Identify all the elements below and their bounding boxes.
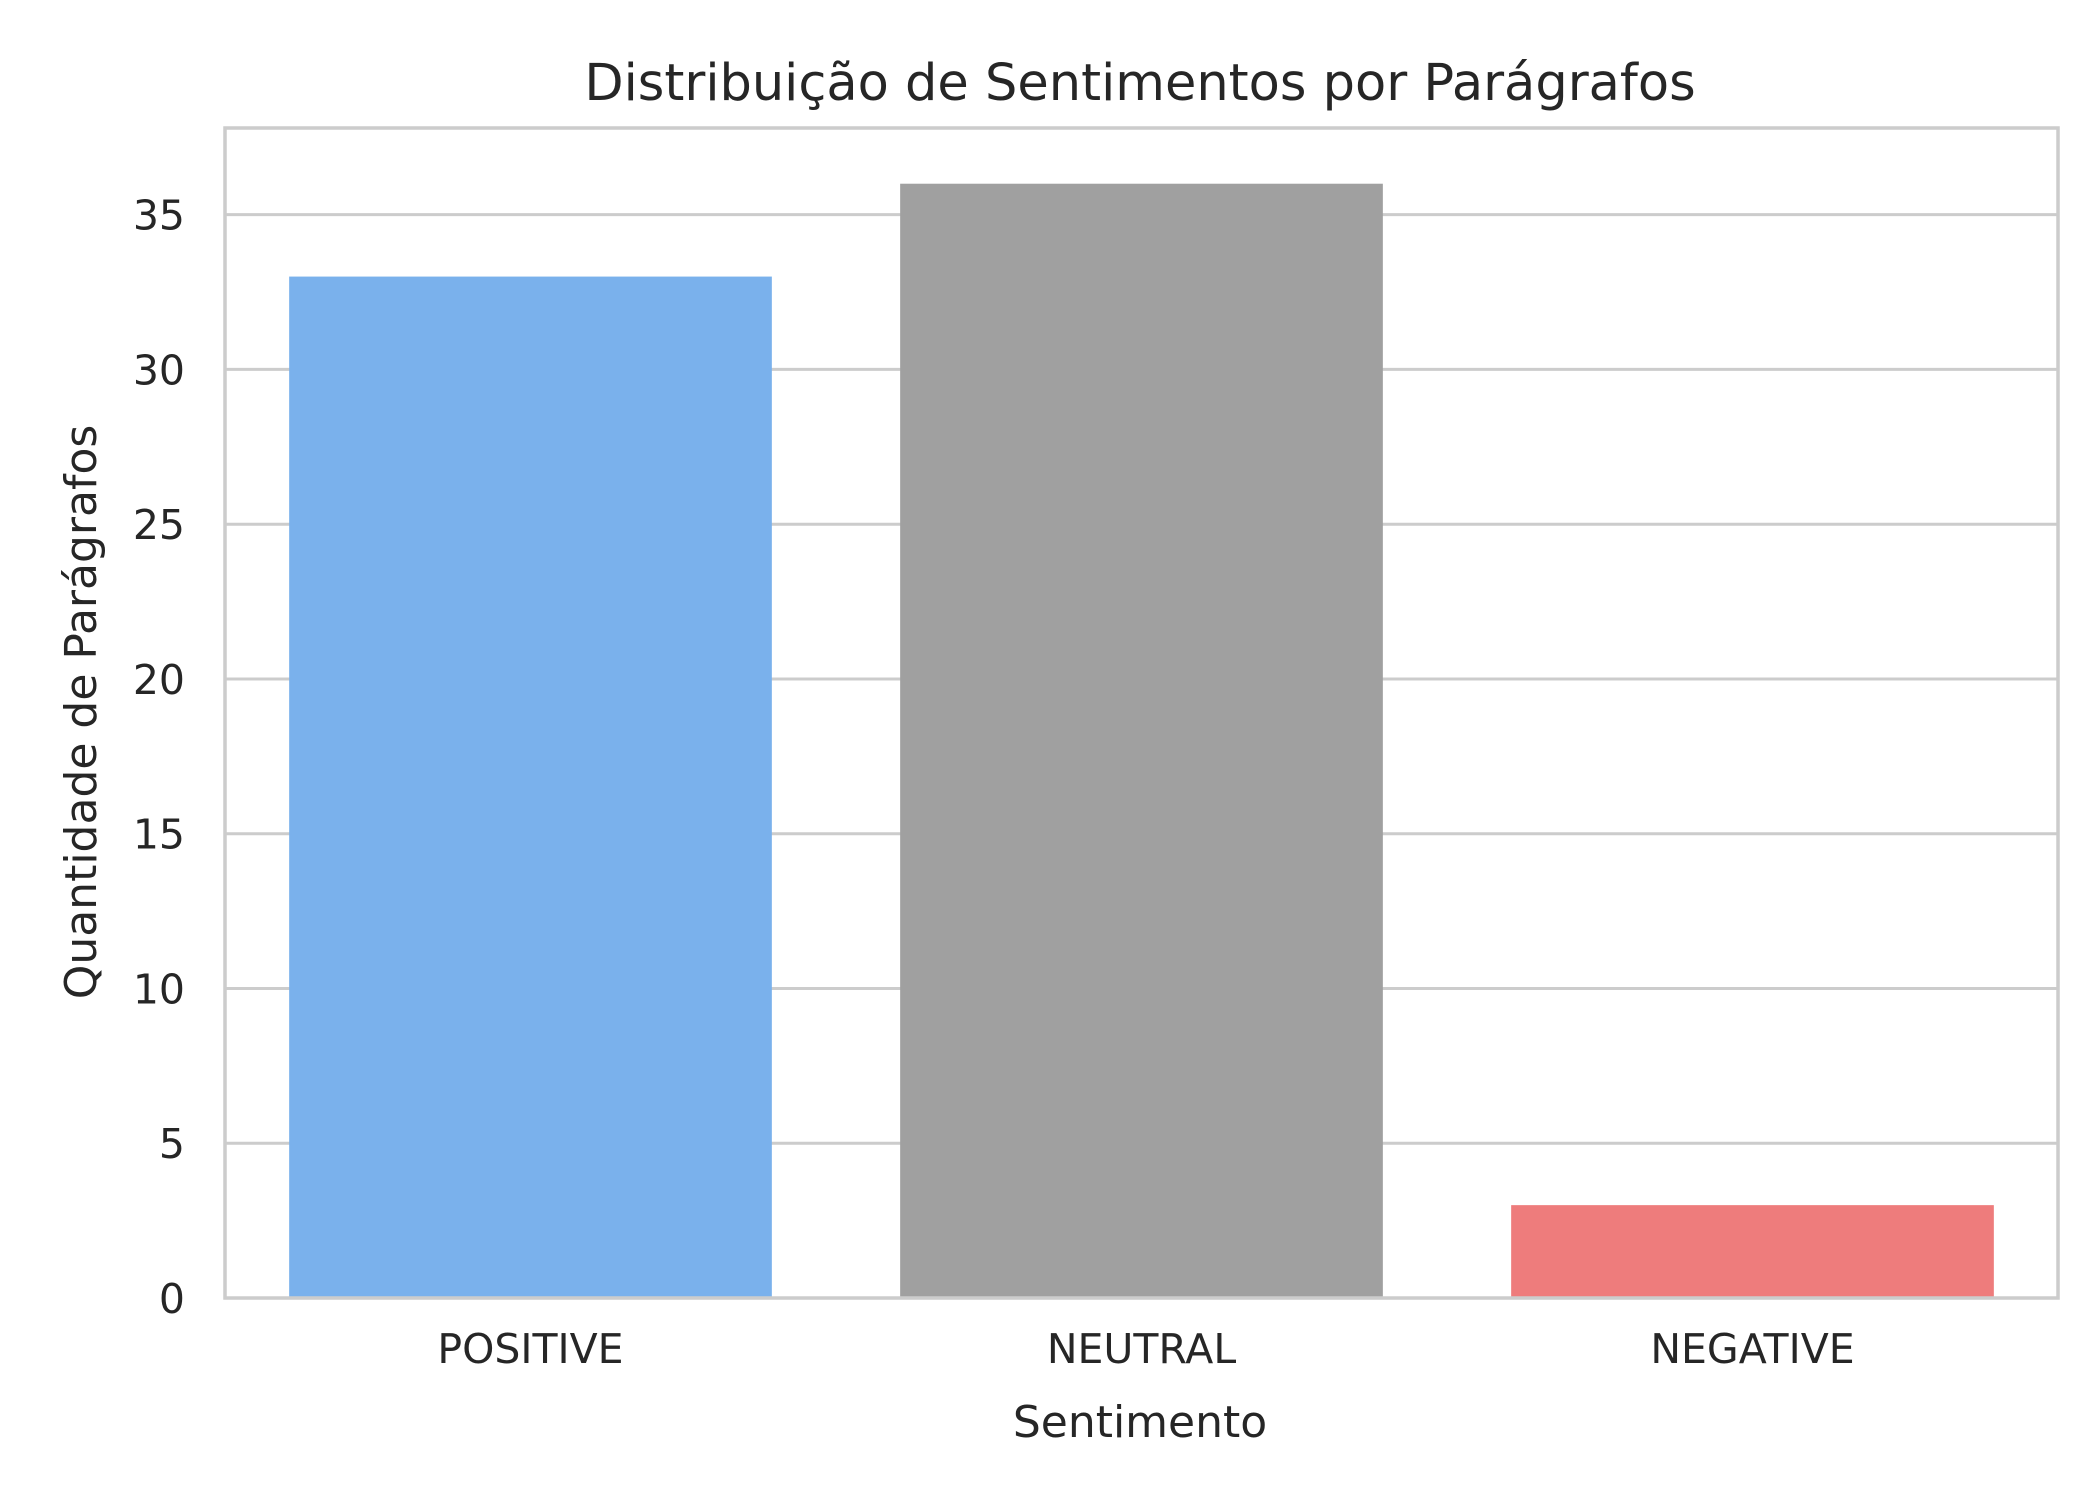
y-axis-ticks: 0 5 10 15 20 25 30 35 [133, 192, 185, 1323]
y-tick-label: 0 [159, 1275, 185, 1323]
y-tick-label: 25 [133, 501, 185, 549]
y-tick-label: 15 [133, 811, 185, 859]
y-tick-label: 20 [133, 656, 185, 704]
x-axis-label: Sentimento [1013, 1397, 1267, 1448]
bar-positive [289, 276, 772, 1299]
chart-title: Distribuição de Sentimentos por Parágraf… [584, 54, 1695, 113]
bar-negative [1511, 1205, 1994, 1298]
y-axis-label: Quantidade de Parágrafos [56, 425, 107, 1000]
bar-neutral [900, 183, 1383, 1299]
x-tick-label-neutral: NEUTRAL [1047, 1325, 1237, 1373]
y-tick-label: 30 [133, 346, 185, 394]
bars [289, 183, 1994, 1299]
y-tick-label: 10 [133, 965, 185, 1013]
x-axis-ticks: POSITIVE NEUTRAL NEGATIVE [437, 1325, 1854, 1373]
x-tick-label-negative: NEGATIVE [1650, 1325, 1854, 1373]
plot-frame [223, 126, 2060, 1300]
y-tick-label: 35 [133, 192, 185, 240]
y-tick-label: 5 [159, 1120, 185, 1168]
x-tick-label-positive: POSITIVE [437, 1325, 623, 1373]
